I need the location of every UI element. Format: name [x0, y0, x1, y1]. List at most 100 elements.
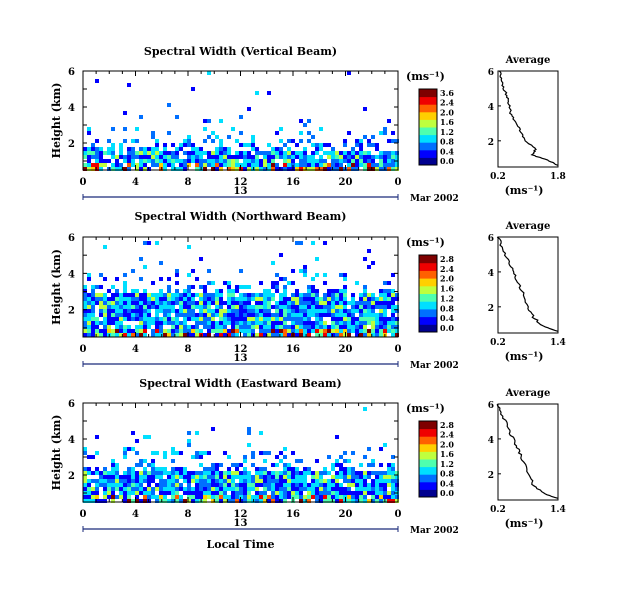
heatmap-cell	[131, 139, 135, 143]
heatmap-cell	[315, 293, 319, 297]
heatmap-cell	[295, 325, 299, 329]
colorbar-segment	[419, 481, 437, 490]
heatmap-cell	[379, 159, 383, 163]
heatmap-cell	[343, 459, 347, 463]
heatmap-cell	[271, 159, 275, 163]
heatmap-cell	[247, 427, 251, 431]
heatmap-cell	[303, 499, 307, 503]
x-tick-label: 12	[234, 509, 248, 520]
heatmap-cell	[139, 321, 143, 325]
heatmap-cell	[331, 163, 335, 167]
heatmap-cell	[215, 487, 219, 491]
heatmap-cell	[167, 151, 171, 155]
heatmap-cell	[227, 301, 231, 305]
heatmap-cell	[247, 329, 251, 333]
heatmap-cell	[227, 475, 231, 479]
heatmap-cell	[195, 313, 199, 317]
heatmap-cell	[223, 499, 227, 503]
heatmap-cell	[215, 135, 219, 139]
heatmap-cell	[111, 321, 115, 325]
heatmap-cell	[359, 317, 363, 321]
heatmap-cell	[155, 163, 159, 167]
heatmap-cell	[187, 483, 191, 487]
heatmap-cell	[107, 151, 111, 155]
heatmap-cell	[335, 483, 339, 487]
heatmap-cell	[207, 281, 211, 285]
heatmap-cell	[315, 333, 319, 337]
heatmap-cell	[295, 483, 299, 487]
heatmap-cell	[239, 285, 243, 289]
heatmap-cell	[211, 479, 215, 483]
heatmap-cell	[107, 483, 111, 487]
heatmap-cell	[119, 167, 123, 171]
heatmap-cell	[103, 305, 107, 309]
heatmap-cell	[195, 151, 199, 155]
heatmap-cell	[311, 329, 315, 333]
heatmap-cell	[95, 147, 99, 151]
heatmap-cell	[387, 151, 391, 155]
heatmap-cell	[87, 471, 91, 475]
heatmap-cell	[339, 167, 343, 171]
heatmap-cell	[303, 471, 307, 475]
heatmap-cell	[387, 289, 391, 293]
heatmap-cell	[91, 309, 95, 313]
heatmap-cell	[119, 155, 123, 159]
heatmap-cell	[335, 159, 339, 163]
colorbar-segment	[419, 324, 437, 333]
heatmap-cell	[375, 491, 379, 495]
heatmap-cell	[379, 487, 383, 491]
heatmap-cell	[211, 491, 215, 495]
heatmap-cell	[279, 459, 283, 463]
heatmap-cell	[279, 451, 283, 455]
heatmap-cell	[259, 305, 263, 309]
heatmap-cell	[347, 325, 351, 329]
heatmap-cell	[111, 293, 115, 297]
heatmap-cell	[223, 333, 227, 337]
heatmap-cell	[339, 155, 343, 159]
heatmap-cell	[283, 499, 287, 503]
heatmap-cell	[383, 317, 387, 321]
colorbar-tick-label: 2.0	[440, 274, 454, 284]
heatmap-cell	[379, 447, 383, 451]
heatmap-cell	[171, 305, 175, 309]
heatmap-cell	[383, 131, 387, 135]
heatmap-cell	[283, 143, 287, 147]
heatmap-cell	[371, 483, 375, 487]
heatmap-cell	[95, 139, 99, 143]
heatmap-cell	[131, 293, 135, 297]
heatmap-cell	[295, 475, 299, 479]
heatmap-cell	[395, 471, 399, 475]
heatmap-cell	[127, 167, 131, 171]
heatmap-cell	[247, 471, 251, 475]
heatmap-cells	[83, 407, 399, 503]
heatmap-cell	[287, 151, 291, 155]
heatmap-cell	[271, 471, 275, 475]
heatmap-cell	[131, 483, 135, 487]
heatmap-cell	[391, 495, 395, 499]
heatmap-cell	[375, 321, 379, 325]
heatmap-cell	[187, 499, 191, 503]
heatmap-cell	[351, 309, 355, 313]
heatmap-cell	[179, 167, 183, 171]
heatmap-cell	[195, 329, 199, 333]
heatmap-cell	[187, 487, 191, 491]
heatmap-cell	[163, 317, 167, 321]
heatmap-cell	[175, 451, 179, 455]
heatmap-cell	[287, 313, 291, 317]
heatmap-cell	[151, 147, 155, 151]
heatmap-cell	[331, 151, 335, 155]
heatmap-cell	[91, 143, 95, 147]
heatmap-cell	[131, 289, 135, 293]
heatmap-cell	[227, 159, 231, 163]
heatmap-cell	[331, 463, 335, 467]
heatmap-cell	[215, 301, 219, 305]
heatmap-cell	[283, 293, 287, 297]
heatmap-cell	[271, 321, 275, 325]
heatmap-cell	[187, 325, 191, 329]
heatmap-cell	[91, 471, 95, 475]
heatmap-cell	[275, 273, 279, 277]
heatmap-cell	[323, 499, 327, 503]
heatmap-cell	[291, 321, 295, 325]
heatmap-cell	[139, 491, 143, 495]
heatmap-cell	[195, 479, 199, 483]
